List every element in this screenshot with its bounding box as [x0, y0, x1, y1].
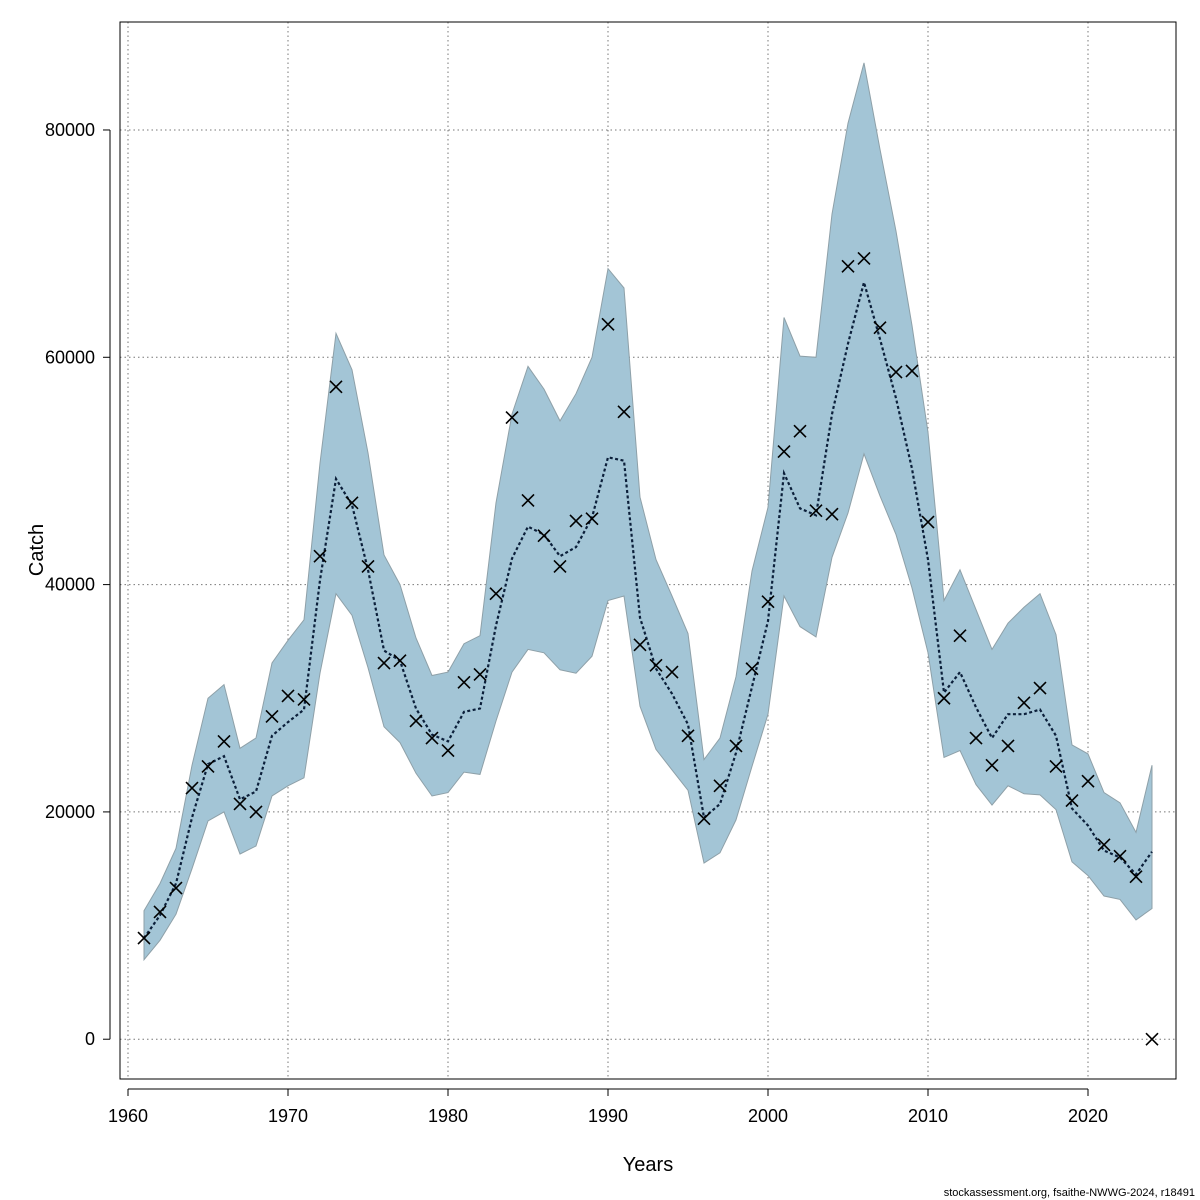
point-2019	[1065, 793, 1079, 808]
x-tick-label-2010: 2010	[908, 1106, 948, 1126]
estimate-line-path	[143, 278, 1153, 939]
x-tick-label-2020: 2020	[1068, 1106, 1108, 1126]
point-2006	[857, 251, 871, 265]
point-1970	[281, 689, 295, 703]
point-2013	[969, 731, 983, 745]
point-1986	[537, 529, 551, 543]
x-tick-label-1980: 1980	[428, 1106, 468, 1126]
point-1996	[697, 812, 711, 826]
point-1961	[137, 931, 151, 945]
point-1971	[297, 692, 311, 706]
point-1980	[441, 743, 455, 758]
point-1997	[713, 779, 727, 793]
plot-frame	[119, 21, 1177, 1080]
point-2012	[953, 629, 967, 643]
point-1998	[729, 739, 743, 753]
point-1973	[329, 380, 343, 394]
x-axis: 1960 1970 1980 1990 2000 2010 2020	[108, 1088, 1108, 1126]
point-2009	[905, 364, 919, 378]
point-2008	[889, 365, 903, 379]
y-tick-label-80000: 80000	[45, 120, 95, 140]
point-1982	[473, 667, 487, 681]
grid	[120, 22, 1176, 1079]
point-1983	[489, 587, 503, 601]
point-1999	[745, 662, 759, 676]
point-2001	[777, 445, 791, 459]
confidence-band	[143, 62, 1153, 962]
x-tick-label-1970: 1970	[268, 1106, 308, 1126]
point-1985	[521, 493, 535, 508]
y-tick-label-20000: 20000	[45, 802, 95, 822]
point-2014	[985, 758, 999, 772]
point-1988	[569, 514, 583, 528]
point-1964	[185, 781, 199, 795]
point-2015	[1001, 739, 1015, 753]
y-tick-label-60000: 60000	[45, 347, 95, 367]
y-tick-label-0: 0	[85, 1029, 95, 1049]
point-1995	[681, 729, 695, 743]
point-1987	[553, 559, 567, 573]
x-tick-label-1960: 1960	[108, 1106, 148, 1126]
y-tick-label-40000: 40000	[45, 575, 95, 595]
y-axis: 0 20000 40000 60000 80000	[45, 120, 111, 1049]
point-1975	[361, 559, 375, 573]
point-2011	[937, 691, 951, 705]
point-2007	[873, 321, 887, 335]
observed-points	[137, 251, 1159, 1046]
point-1969	[265, 709, 279, 724]
point-1992	[633, 638, 647, 652]
point-1966	[217, 734, 231, 749]
point-2003	[809, 504, 823, 518]
point-2005	[841, 259, 855, 273]
point-1972	[313, 549, 327, 563]
y-axis-title: Catch	[26, 524, 48, 576]
x-tick-label-1990: 1990	[588, 1106, 628, 1126]
estimate-line	[143, 278, 1153, 939]
x-axis-title: Years	[623, 1154, 673, 1176]
point-1976	[377, 656, 391, 670]
point-1977	[393, 654, 407, 668]
point-2022	[1113, 849, 1127, 863]
point-1965	[201, 759, 215, 774]
point-1984	[505, 410, 519, 425]
point-1993	[649, 658, 663, 672]
point-1963	[169, 881, 183, 895]
point-2016	[1017, 696, 1031, 710]
point-2010	[921, 515, 935, 529]
point-1989	[585, 512, 599, 526]
footer-credit: stockassessment.org, fsaithe-NWWG-2024, …	[944, 1187, 1195, 1199]
point-2024	[1145, 1032, 1159, 1046]
point-2004	[825, 507, 839, 521]
point-1991	[617, 405, 631, 419]
point-1967	[233, 797, 247, 811]
point-2021	[1097, 838, 1111, 852]
point-2023	[1129, 870, 1143, 884]
x-tick-label-2000: 2000	[748, 1106, 788, 1126]
point-2017	[1033, 681, 1047, 695]
point-1994	[665, 665, 679, 679]
point-1974	[345, 496, 359, 510]
point-1981	[457, 675, 471, 689]
point-1979	[425, 731, 439, 745]
point-2020	[1081, 774, 1095, 788]
point-1962	[153, 905, 167, 919]
point-1990	[601, 317, 615, 331]
point-2000	[761, 595, 775, 609]
point-2002	[793, 424, 807, 438]
point-1968	[249, 805, 263, 819]
point-1978	[409, 714, 423, 728]
point-2018	[1049, 759, 1063, 774]
confidence-band-area	[143, 62, 1153, 962]
